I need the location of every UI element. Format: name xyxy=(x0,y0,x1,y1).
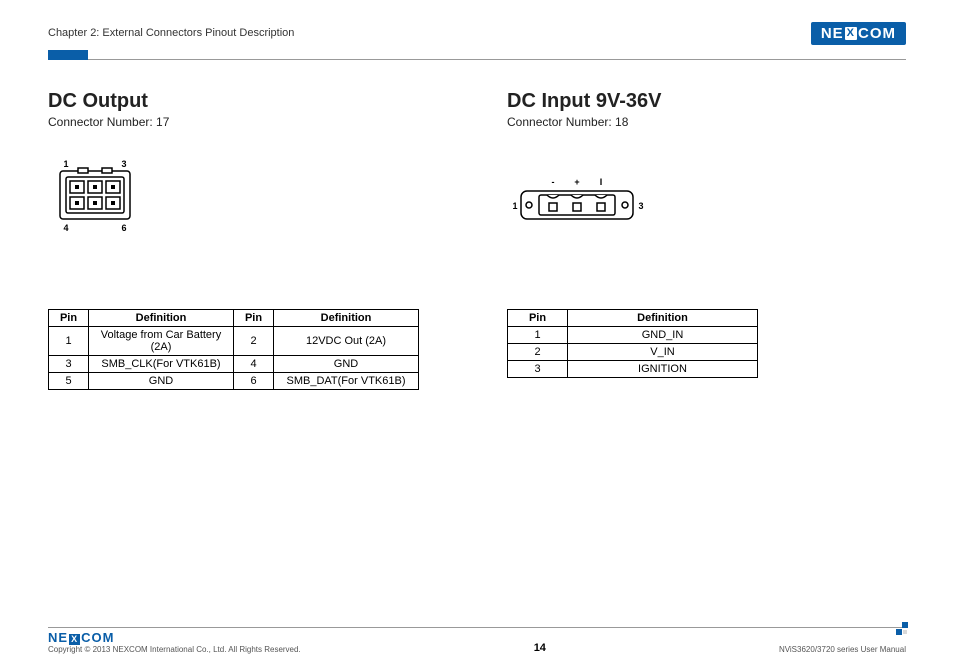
pin-label-1: 1 xyxy=(63,159,68,169)
header-rule xyxy=(48,50,906,60)
pin-label-3: 3 xyxy=(638,201,643,211)
th-def: Definition xyxy=(568,310,758,327)
table-row: 3 SMB_CLK(For VTK61B) 4 GND xyxy=(49,356,419,373)
chapter-title: Chapter 2: External Connectors Pinout De… xyxy=(48,27,294,39)
th-pin: Pin xyxy=(508,310,568,327)
table-row: 1 GND_IN xyxy=(508,327,758,344)
th-pin2: Pin xyxy=(234,310,274,327)
copyright-text: Copyright © 2013 NEXCOM International Co… xyxy=(48,645,301,654)
label-i: I xyxy=(600,177,603,187)
page-number: 14 xyxy=(534,642,546,654)
section-title: DC Input 9V-36V xyxy=(507,90,906,113)
table-row: 2 V_IN xyxy=(508,344,758,361)
th-def2: Definition xyxy=(274,310,419,327)
pin-label-4: 4 xyxy=(63,223,68,233)
pin-label-3: 3 xyxy=(121,159,126,169)
page-header: Chapter 2: External Connectors Pinout De… xyxy=(48,20,906,46)
brand-text-left: NE xyxy=(821,25,844,42)
section-title: DC Output xyxy=(48,90,447,113)
connector-diagram-6pin: 1 3 4 6 xyxy=(48,157,447,237)
brand-logo: NEXCOM xyxy=(811,22,906,45)
connector-number: Connector Number: 17 xyxy=(48,115,447,129)
dc-output-section: DC Output Connector Number: 17 xyxy=(48,90,447,390)
footer-corner-mark xyxy=(894,622,910,636)
th-def: Definition xyxy=(89,310,234,327)
pin-label-1: 1 xyxy=(512,201,517,211)
table-row: 3 IGNITION xyxy=(508,361,758,378)
brand-text-x: X xyxy=(845,27,857,40)
connector-diagram-3pin: - + I 1 3 xyxy=(507,157,906,237)
table-row: 5 GND 6 SMB_DAT(For VTK61B) xyxy=(49,373,419,390)
page-footer: NEXCOM Copyright © 2013 NEXCOM Internati… xyxy=(48,627,906,654)
pin-label-6: 6 xyxy=(121,223,126,233)
footer-rule xyxy=(48,627,906,628)
manual-title: NViS3620/3720 series User Manual xyxy=(779,645,906,654)
dc-input-table: Pin Definition 1 GND_IN 2 V_IN 3 IGNITIO… xyxy=(507,309,758,378)
header-line xyxy=(88,59,906,60)
dc-input-section: DC Input 9V-36V Connector Number: 18 xyxy=(507,90,906,390)
label-plus: + xyxy=(574,177,579,187)
header-accent xyxy=(48,50,88,60)
connector-number: Connector Number: 18 xyxy=(507,115,906,129)
table-row: 1 Voltage from Car Battery (2A) 2 12VDC … xyxy=(49,327,419,356)
th-pin: Pin xyxy=(49,310,89,327)
brand-text-right: COM xyxy=(858,25,896,42)
dc-output-table: Pin Definition Pin Definition 1 Voltage … xyxy=(48,309,419,390)
label-minus: - xyxy=(552,177,555,187)
footer-brand-logo: NEXCOM xyxy=(48,630,301,645)
